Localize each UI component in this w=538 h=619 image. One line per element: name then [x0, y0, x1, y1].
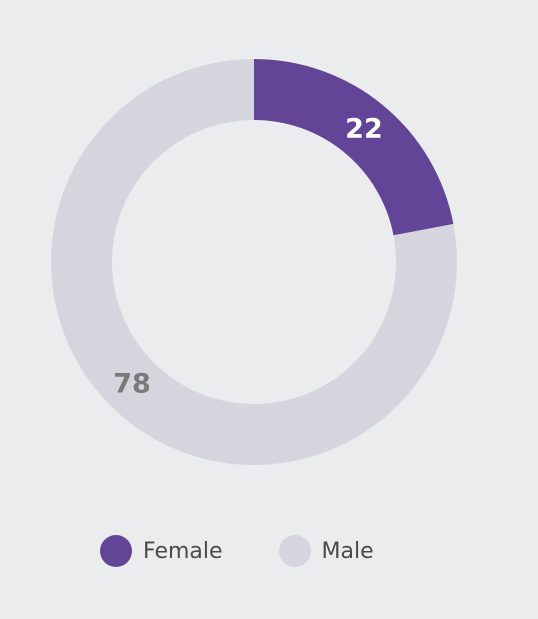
- legend-swatch-female: [100, 535, 132, 567]
- legend-swatch-male: [278, 535, 311, 567]
- slice-female[interactable]: [254, 59, 454, 236]
- legend-label-male: Male: [321, 538, 374, 564]
- legend-item-female[interactable]: Female: [100, 535, 223, 567]
- slice-male[interactable]: [50, 59, 457, 465]
- legend-item-male[interactable]: Male: [278, 535, 374, 567]
- chart-legend: Female Male: [100, 535, 374, 567]
- legend-label-female: Female: [143, 538, 223, 564]
- data-label-female: 22: [345, 114, 383, 145]
- data-label-male: 78: [113, 368, 151, 399]
